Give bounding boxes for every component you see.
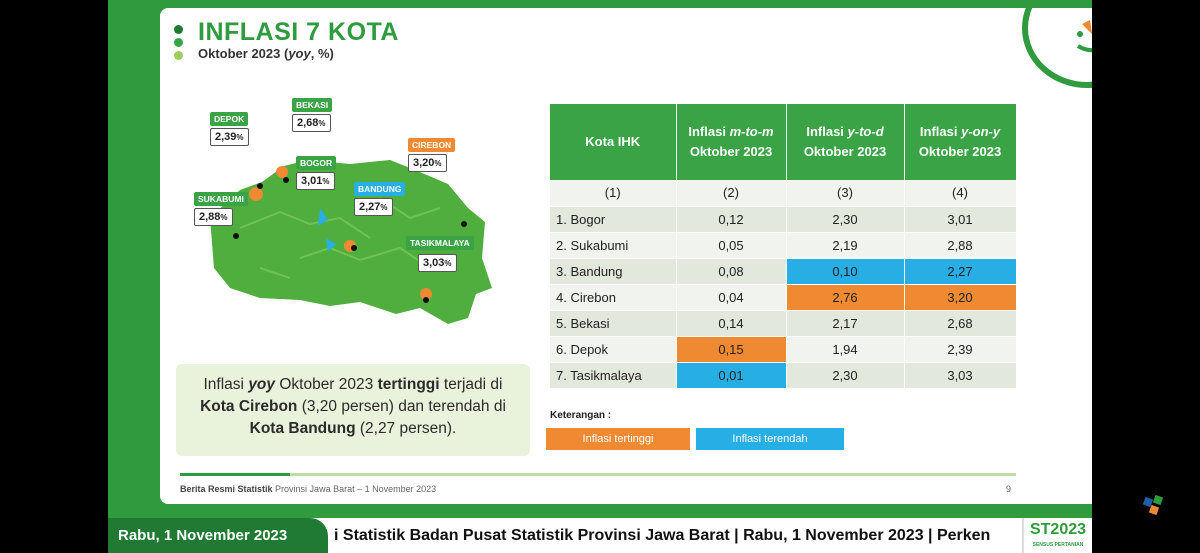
broadcast-date: Rabu, 1 November 2023	[108, 518, 328, 553]
page-number: 9	[1006, 484, 1012, 494]
header-yoy: Inflasi y-on-y Oktober 2023	[904, 104, 1017, 180]
title-dots	[174, 25, 183, 64]
map-value-bekasi: 2,68%	[292, 114, 331, 132]
map-value-tasikmalaya: 3,03%	[418, 254, 457, 272]
map-tag-bogor: BOGOR	[296, 156, 337, 170]
header-ytd: Inflasi y-to-d Oktober 2023	[786, 104, 905, 180]
map-value-sukabumi: 2,88%	[194, 208, 233, 226]
map-shape	[210, 160, 492, 324]
table-row: 6. Depok 0,15 1,94 2,39	[550, 336, 1017, 363]
table-row: 2. Sukabumi 0,05 2,19 2,88	[550, 232, 1017, 259]
video-frame: INFLASI 7 KOTA Oktober 2023 (yoy, %)	[108, 0, 1092, 553]
news-ticker: i Statistik Badan Pusat Statistik Provin…	[334, 527, 991, 544]
table-row: 1. Bogor 0,12 2,30 3,01	[550, 206, 1017, 233]
broadcast-bottom-bar: Rabu, 1 November 2023 i Statistik Badan …	[108, 518, 1092, 553]
jabar-logo-icon	[1076, 20, 1092, 53]
footer-text: Berita Resmi Statistik Provinsi Jawa Bar…	[180, 484, 437, 494]
footer-line	[180, 473, 1016, 476]
map-value-bandung: 2,27%	[354, 198, 393, 216]
slide-title: INFLASI 7 KOTA	[198, 18, 399, 46]
west-java-map: DEPOK 2,39% BEKASI 2,68% BOGOR 3,01% CIR…	[194, 98, 500, 358]
header-kota: Kota IHK	[550, 104, 677, 180]
summary-callout: Inflasi yoy Oktober 2023 tertinggi terja…	[176, 364, 530, 456]
slide-subtitle: Oktober 2023 (yoy, %)	[198, 46, 334, 61]
map-value-cirebon: 3,20%	[408, 154, 447, 172]
slide: INFLASI 7 KOTA Oktober 2023 (yoy, %)	[160, 8, 1092, 504]
table-row: 5. Bekasi 0,14 2,17 2,68	[550, 310, 1017, 337]
legend-title: Keterangan :	[550, 410, 612, 421]
header-mtm: Inflasi m-to-m Oktober 2023	[676, 104, 787, 180]
inflation-table: Kota IHK Inflasi m-to-m Oktober 2023 Infl…	[550, 104, 1017, 389]
map-tag-depok: DEPOK	[210, 112, 249, 126]
st2023-logo: ST2023 SENSUS PERTANIAN	[1022, 518, 1092, 553]
footer-line-accent	[180, 473, 290, 476]
table-index-row: (1) (2) (3) (4)	[550, 180, 1017, 207]
legend-lowest: Inflasi terendah	[696, 428, 844, 450]
table-row: 4. Cirebon 0,04 2,76 3,20	[550, 284, 1017, 311]
table-header-row: Kota IHK Inflasi m-to-m Oktober 2023 Infl…	[550, 104, 1017, 180]
legend-highest: Inflasi tertinggi	[546, 428, 690, 450]
map-value-bogor: 3,01%	[296, 172, 335, 190]
map-tag-bekasi: BEKASI	[292, 98, 333, 112]
table-row: 3. Bandung 0,08 0,10 2,27	[550, 258, 1017, 285]
map-tag-tasikmalaya: TASIKMALAYA	[406, 236, 474, 250]
map-tag-sukabumi: SUKABUMI	[194, 192, 248, 206]
map-value-depok: 2,39%	[210, 128, 249, 146]
map-tag-cirebon: CIREBON	[408, 138, 456, 152]
table-row: 7. Tasikmalaya 0,01 2,30 3,03	[550, 362, 1017, 389]
bps-logo-icon	[1142, 494, 1164, 516]
map-tag-bandung: BANDUNG	[354, 182, 406, 196]
